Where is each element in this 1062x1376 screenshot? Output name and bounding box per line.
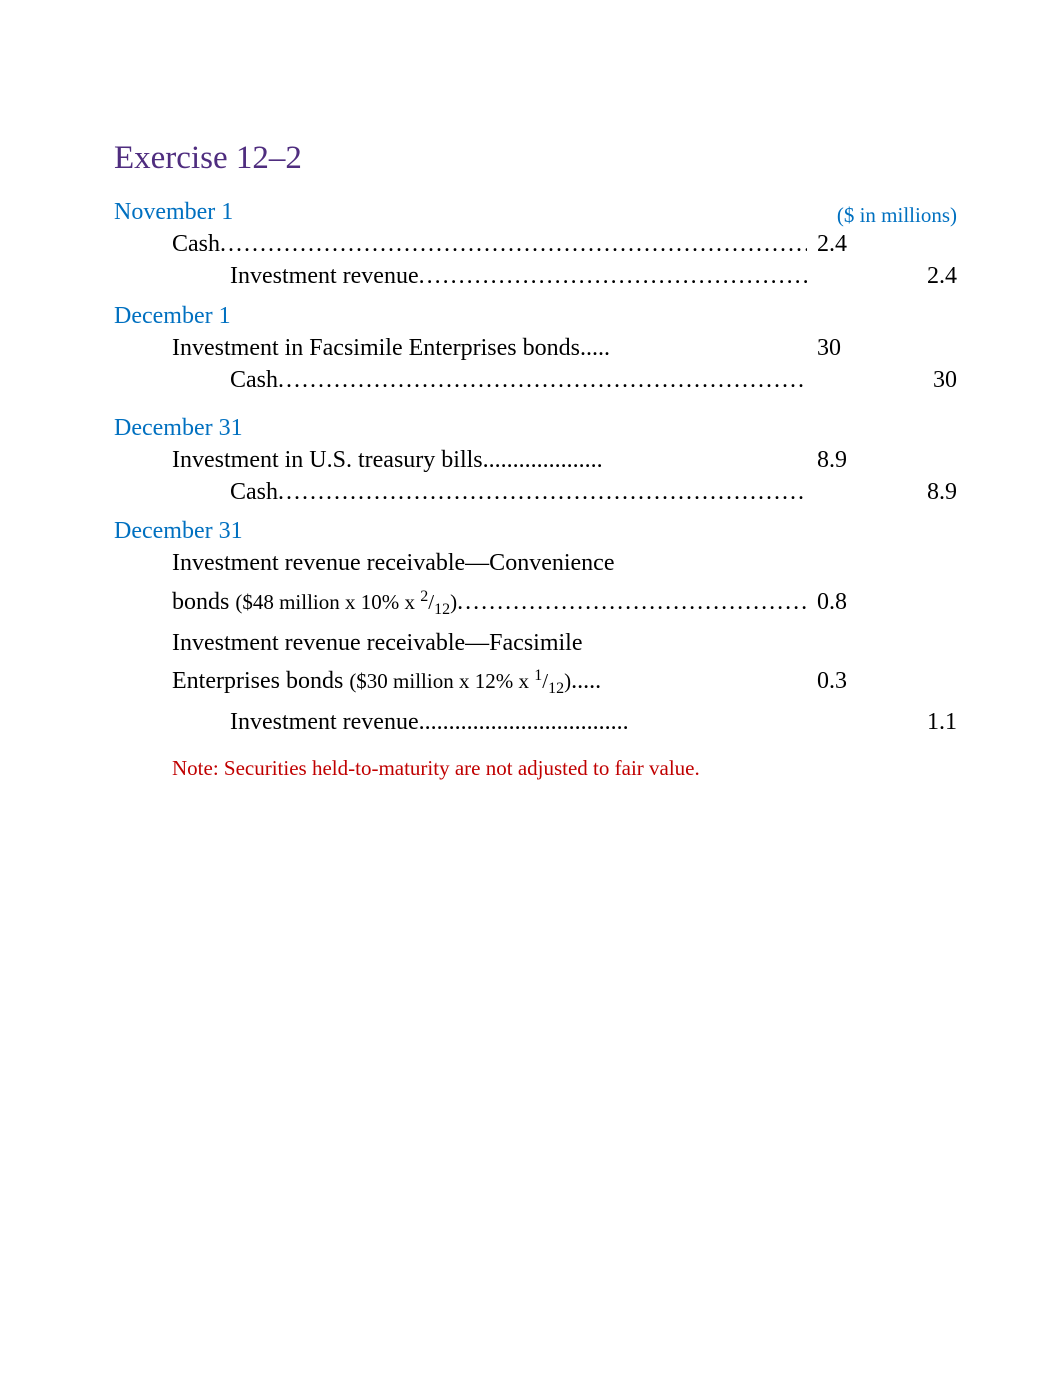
leader-dots: ........................................…	[278, 476, 807, 508]
credit-dec31a-cash: 8.9	[897, 476, 957, 508]
leader-dots: ........................................…	[220, 228, 807, 260]
calc-conv-prefix: ($48 million x 10% x	[235, 590, 420, 614]
acct-cash-dec31a: Cash	[114, 476, 278, 508]
date-heading-dec31a: December 31	[114, 415, 957, 442]
date-heading-nov1: November 1	[114, 199, 233, 226]
frac-den-2: 12	[548, 680, 564, 697]
section-nov1: November 1 ($ in millions) Cash ........…	[114, 195, 957, 293]
calc-facs-prefix: ($30 million x 12% x	[349, 669, 534, 693]
debit-nov1-cash: 2.4	[807, 228, 897, 260]
line-convenience-2: bonds ($48 million x 10% x 2/12)	[114, 586, 457, 621]
debit-dec31b-conv: 0.8	[807, 586, 897, 618]
credit-nov1-invrev: 2.4	[897, 260, 957, 292]
unit-label: ($ in millions)	[837, 203, 957, 228]
trail-dots-facs: .....	[571, 668, 601, 694]
leader-dots: ........................................…	[278, 364, 807, 396]
leader-dots: ........................................…	[419, 260, 807, 292]
line-facsimile-1: Investment revenue receivable—Facsimile	[114, 627, 957, 659]
ent-bonds-word: Enterprises bonds	[172, 668, 349, 694]
date-heading-dec31b: December 31	[114, 518, 957, 545]
leader-dots: ........................................…	[457, 586, 807, 618]
trail-dots: ....................	[483, 444, 603, 476]
line-convenience-1: Investment revenue receivable—Convenienc…	[114, 547, 957, 579]
acct-invrev-dec31b: Investment revenue	[114, 706, 419, 738]
calc-conv: ($48 million x 10% x 2/12)	[235, 590, 457, 614]
section-dec31b: December 31 Investment revenue receivabl…	[114, 518, 957, 738]
acct-tbills-dec31a: Investment in U.S. treasury bills	[114, 444, 483, 476]
trail-dots-invrev: ...................................	[419, 706, 629, 738]
acct-invrev-nov1: Investment revenue	[114, 260, 419, 292]
section-dec1: December 1 Investment in Facsimile Enter…	[114, 303, 957, 397]
exercise-title: Exercise 12–2	[114, 140, 957, 177]
frac-den: 12	[434, 601, 450, 618]
section-dec31a: December 31 Investment in U.S. treasury …	[114, 415, 957, 509]
debit-dec1-facsimile: 30	[807, 332, 897, 364]
bonds-word: bonds	[172, 589, 235, 615]
debit-dec31b-facs: 0.3	[807, 665, 897, 697]
credit-dec1-cash: 30	[897, 364, 957, 396]
date-heading-dec1: December 1	[114, 303, 957, 330]
acct-cash-nov1: Cash	[114, 228, 220, 260]
debit-dec31a-tbills: 8.9	[807, 444, 897, 476]
calc-facs: ($30 million x 12% x 1/12)	[349, 669, 571, 693]
credit-dec31b-invrev: 1.1	[897, 706, 957, 738]
footnote: Note: Securities held-to-maturity are no…	[114, 756, 957, 781]
acct-cash-dec1: Cash	[114, 364, 278, 396]
trail-dots: .....	[580, 332, 610, 364]
acct-facsimile-dec1: Investment in Facsimile Enterprises bond…	[114, 332, 580, 364]
calc-close: )	[450, 590, 457, 614]
line-facsimile-2: Enterprises bonds ($30 million x 12% x 1…	[114, 665, 601, 700]
